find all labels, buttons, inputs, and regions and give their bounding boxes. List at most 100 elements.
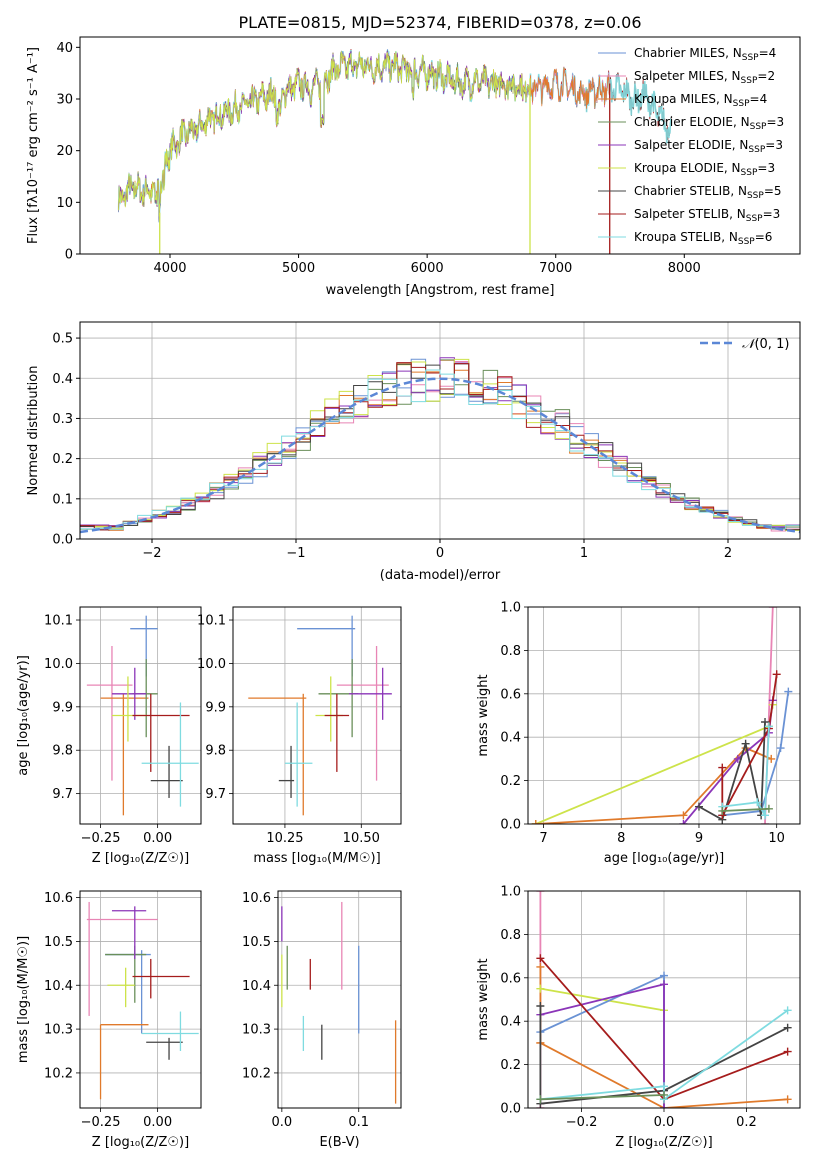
axes-frame	[527, 606, 801, 825]
y-tick-label: 0.0	[500, 1102, 521, 1117]
weight-line-kroupa_miles	[535, 746, 772, 824]
x-tick-label: 0.0	[272, 1115, 293, 1130]
x-tick-label: 9	[695, 831, 703, 846]
legend-label: Salpeter MILES, N	[634, 69, 741, 83]
y-axis-label: mass weight	[476, 674, 491, 756]
y-tick-label: 0.4	[500, 731, 521, 746]
y-tick-label: 10.6	[44, 891, 73, 906]
legend-label: Chabrier ELODIE, N	[634, 115, 750, 129]
axes-weight-vs-Z: −0.2 0.0 0.2 0.0 0.2 0.4 0.6 0.8 1.0 Z [log₁₀(Z/Z…	[476, 885, 801, 1150]
legend-sub: SSP	[741, 76, 758, 86]
weight-marker-salpeter_elodie	[660, 980, 668, 989]
axes-age-vs-Z: −0.25 0.00 9.7 9.8 9.9 10.0 10.1 Z [log₁₀(Z/Z☉)…	[16, 606, 202, 866]
axes-mass-vs-ebv: 0.0 0.1 10.2 10.3 10.4 10.5 10.6 E(B-V)	[242, 890, 402, 1150]
axes-frame	[79, 890, 202, 1109]
x-tick-label: 4000	[153, 261, 186, 276]
y-tick-label: 9.9	[52, 700, 73, 715]
weight-marker-salpeter_stelib	[718, 763, 727, 772]
weight-marker-salpeter_stelib	[536, 954, 545, 963]
legend-tail: =4	[750, 92, 768, 106]
legend-entry: Chabrier MILES, NSSP=4	[634, 46, 776, 63]
y-tick-label: 10.0	[44, 657, 73, 672]
y-tick-label: 1.0	[500, 885, 521, 900]
axes-frame	[79, 606, 202, 825]
x-tick-label: −0.2	[566, 1115, 598, 1130]
y-axis-label: mass weight	[476, 958, 491, 1040]
x-tick-label: 8000	[668, 261, 701, 276]
legend-tail: =4	[759, 46, 777, 60]
weight-line-kroupa_elodie	[540, 987, 665, 1108]
y-tick-label: 10	[56, 196, 73, 211]
axes-frame	[527, 890, 801, 1109]
y-tick-label: 0.5	[52, 332, 73, 347]
y-tick-label: 30	[56, 93, 73, 108]
x-tick-label: 0.1	[348, 1115, 369, 1130]
normal-curve	[80, 377, 800, 534]
weight-line-chabrier_elodie	[722, 807, 769, 812]
y-tick-label: 0	[65, 248, 73, 263]
weight-marker-kroupa_miles	[679, 811, 688, 820]
histogram-kroupa_stelib	[80, 369, 800, 539]
weight-marker-kroupa_elodie	[536, 984, 545, 993]
points	[248, 615, 392, 816]
weight-marker-salpeter_miles	[761, 820, 770, 824]
legend-tail: =5	[764, 184, 782, 198]
y-tick-label: 10.5	[44, 935, 73, 950]
weight-line-kroupa_miles	[539, 1042, 788, 1108]
weight-line-kroupa_elodie	[535, 704, 774, 824]
x-tick-label: −0.25	[81, 831, 121, 846]
x-tick-label: 5000	[282, 261, 315, 276]
weight-line-salpeter_stelib	[721, 674, 778, 816]
x-tick-label: 0.00	[143, 1115, 172, 1130]
points	[86, 901, 199, 1100]
axes-spectrum: PLATE=0815, MJD=52374, FIBERID=0378, z=0…	[26, 13, 801, 298]
legend-sub: SSP	[733, 99, 750, 109]
x-axis-label: E(B-V)	[319, 1135, 359, 1150]
weight-line-chabrier_miles	[722, 691, 790, 817]
y-tick-label: 10.0	[197, 657, 226, 672]
spectrum-salpeter_stelib	[118, 48, 672, 218]
x-axis-label: Z [log₁₀(Z/Z☉)]	[92, 851, 189, 866]
y-tick-label: 0.6	[500, 971, 521, 986]
weight-line-chabrier_miles	[540, 974, 665, 1100]
legend-sub: SSP	[742, 53, 759, 63]
legend-sub: SSP	[746, 214, 763, 224]
axes-weight-vs-age: 7 8 9 10 0.0 0.2 0.4 0.6 0.8 1.0 age [log₁₀(age/yr…	[476, 601, 801, 866]
y-tick-label: 1.0	[500, 601, 521, 616]
y-tick-label: 10.1	[197, 614, 226, 629]
weight-marker-kroupa_miles	[536, 962, 545, 971]
weight-marker-chabrier_stelib	[761, 718, 770, 727]
x-tick-label: 10	[768, 831, 785, 846]
y-tick-label: 0.4	[500, 1015, 521, 1030]
legend-label: Salpeter STELIB, N	[634, 207, 746, 221]
x-tick-label: 1	[580, 546, 588, 561]
weight-marker-chabrier_stelib	[783, 1023, 792, 1032]
weight-marker-salpeter_miles	[536, 891, 545, 895]
x-axis-label: age [log₁₀(age/yr)]	[604, 851, 725, 866]
weight-marker-chabrier_elodie	[764, 804, 773, 813]
x-tick-label: 2	[724, 546, 732, 561]
y-tick-label: 9.8	[205, 744, 226, 759]
y-axis-label: Flux [fλ10⁻¹⁷ erg cm⁻² s⁻¹ A⁻¹]	[26, 47, 41, 244]
y-tick-label: 10.3	[44, 1023, 73, 1038]
weight-marker-chabrier_stelib	[536, 1002, 545, 1011]
lines	[536, 891, 792, 1108]
weight-marker-kroupa_miles	[783, 1095, 792, 1104]
x-axis-label: wavelength [Angstrom, rest frame]	[326, 283, 555, 298]
legend-entry: Kroupa MILES, NSSP=4	[634, 92, 767, 109]
weight-marker-chabrier_miles	[784, 687, 793, 696]
y-tick-label: 0.4	[52, 372, 73, 387]
weight-marker-chabrier_stelib	[694, 802, 703, 811]
y-axis-label: Normed distribution	[26, 366, 41, 496]
legend-sub: SSP	[741, 168, 758, 178]
legend-label: Chabrier MILES, N	[634, 46, 742, 60]
y-tick-label: 0.2	[52, 452, 73, 467]
x-tick-label: −0.25	[81, 1115, 121, 1130]
histograms	[80, 357, 800, 539]
axes-frame	[232, 606, 402, 825]
y-tick-label: 0.8	[500, 644, 521, 659]
weight-marker-chabrier_elodie	[718, 806, 727, 815]
legend-entry: 𝒩(0, 1)	[742, 337, 789, 352]
